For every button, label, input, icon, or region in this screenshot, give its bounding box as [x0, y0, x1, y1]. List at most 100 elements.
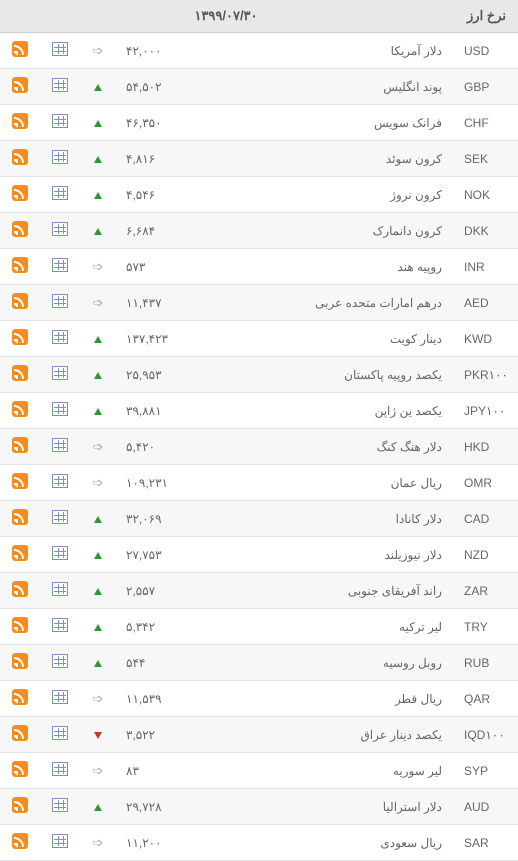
table-row: RUBروبل روسیه۵۴۴	[0, 645, 518, 681]
arrow-flat-icon: ➩	[93, 764, 104, 777]
rss-button[interactable]	[0, 357, 40, 393]
currency-code: DKK	[452, 213, 518, 249]
rss-button[interactable]	[0, 825, 40, 861]
trend-indicator	[80, 213, 116, 249]
rss-button[interactable]	[0, 393, 40, 429]
header-title: نرخ ارز	[452, 0, 518, 33]
chart-button[interactable]	[40, 609, 80, 645]
table-row: ZARراند آفریقای جنوبی۲,۵۵۷	[0, 573, 518, 609]
chart-icon	[52, 402, 68, 416]
currency-code: OMR	[452, 465, 518, 501]
chart-button[interactable]	[40, 249, 80, 285]
currency-code: NOK	[452, 177, 518, 213]
currency-code: CAD	[452, 501, 518, 537]
currency-code: GBP	[452, 69, 518, 105]
currency-value: ۲۹,۷۲۸	[116, 789, 206, 825]
table-row: CHFفرانک سویس۴۶,۳۵۰	[0, 105, 518, 141]
currency-value: ۶,۶۸۴	[116, 213, 206, 249]
rss-button[interactable]	[0, 501, 40, 537]
currency-name: کرون دانمارک	[206, 213, 452, 249]
rss-button[interactable]	[0, 753, 40, 789]
chart-button[interactable]	[40, 537, 80, 573]
chart-button[interactable]	[40, 69, 80, 105]
currency-code: AUD	[452, 789, 518, 825]
chart-button[interactable]	[40, 789, 80, 825]
rss-button[interactable]	[0, 69, 40, 105]
rss-icon	[12, 41, 28, 57]
currency-name: دلار استرالیا	[206, 789, 452, 825]
rss-button[interactable]	[0, 321, 40, 357]
table-row: SEKکرون سوئد۴,۸۱۶	[0, 141, 518, 177]
chart-button[interactable]	[40, 177, 80, 213]
chart-button[interactable]	[40, 213, 80, 249]
rss-button[interactable]	[0, 249, 40, 285]
currency-name: کرون نروژ	[206, 177, 452, 213]
arrow-up-icon	[94, 372, 102, 379]
currency-code: SYP	[452, 753, 518, 789]
table-row: TRYلیر ترکیه۵,۳۴۲	[0, 609, 518, 645]
table-row: QARریال قطر۱۱,۵۳۹➩	[0, 681, 518, 717]
chart-button[interactable]	[40, 717, 80, 753]
chart-button[interactable]	[40, 501, 80, 537]
rss-icon	[12, 77, 28, 93]
arrow-flat-icon: ➩	[93, 692, 104, 705]
chart-button[interactable]	[40, 645, 80, 681]
chart-button[interactable]	[40, 429, 80, 465]
chart-icon	[52, 366, 68, 380]
rss-button[interactable]	[0, 105, 40, 141]
currency-value: ۱۳۷,۴۲۳	[116, 321, 206, 357]
currency-name: ریال عمان	[206, 465, 452, 501]
currency-value: ۴۶,۳۵۰	[116, 105, 206, 141]
chart-icon	[52, 762, 68, 776]
rss-button[interactable]	[0, 573, 40, 609]
trend-indicator	[80, 321, 116, 357]
chart-button[interactable]	[40, 141, 80, 177]
rss-button[interactable]	[0, 33, 40, 69]
rss-button[interactable]	[0, 681, 40, 717]
chart-button[interactable]	[40, 681, 80, 717]
rss-button[interactable]	[0, 465, 40, 501]
trend-indicator: ➩	[80, 285, 116, 321]
chart-button[interactable]	[40, 105, 80, 141]
rss-icon	[12, 149, 28, 165]
chart-icon	[52, 42, 68, 56]
rss-button[interactable]	[0, 609, 40, 645]
trend-indicator	[80, 645, 116, 681]
rss-icon	[12, 185, 28, 201]
table-row: SYPلیر سوریه۸۳➩	[0, 753, 518, 789]
rss-button[interactable]	[0, 429, 40, 465]
rss-button[interactable]	[0, 717, 40, 753]
rss-button[interactable]	[0, 141, 40, 177]
chart-icon	[52, 618, 68, 632]
chart-button[interactable]	[40, 465, 80, 501]
rss-button[interactable]	[0, 177, 40, 213]
currency-name: یکصد ین ژاپن	[206, 393, 452, 429]
currency-name: دلار کانادا	[206, 501, 452, 537]
chart-icon	[52, 834, 68, 848]
rss-button[interactable]	[0, 285, 40, 321]
rss-button[interactable]	[0, 213, 40, 249]
trend-indicator	[80, 717, 116, 753]
rss-button[interactable]	[0, 789, 40, 825]
rss-icon	[12, 833, 28, 849]
arrow-flat-icon: ➩	[93, 476, 104, 489]
chart-button[interactable]	[40, 825, 80, 861]
trend-indicator	[80, 357, 116, 393]
chart-button[interactable]	[40, 357, 80, 393]
chart-button[interactable]	[40, 33, 80, 69]
chart-icon	[52, 438, 68, 452]
chart-button[interactable]	[40, 573, 80, 609]
rss-button[interactable]	[0, 537, 40, 573]
chart-button[interactable]	[40, 753, 80, 789]
currency-rates-table: نرخ ارز ۱۳۹۹/۰۷/۳۰ USDدلار آمریکا۴۲,۰۰۰➩…	[0, 0, 518, 861]
trend-indicator: ➩	[80, 249, 116, 285]
chart-button[interactable]	[40, 393, 80, 429]
trend-indicator: ➩	[80, 825, 116, 861]
arrow-up-icon	[94, 336, 102, 343]
chart-button[interactable]	[40, 321, 80, 357]
chart-button[interactable]	[40, 285, 80, 321]
currency-code: TRY	[452, 609, 518, 645]
currency-code: KWD	[452, 321, 518, 357]
rss-button[interactable]	[0, 645, 40, 681]
currency-name: درهم امارات متحده عربی	[206, 285, 452, 321]
